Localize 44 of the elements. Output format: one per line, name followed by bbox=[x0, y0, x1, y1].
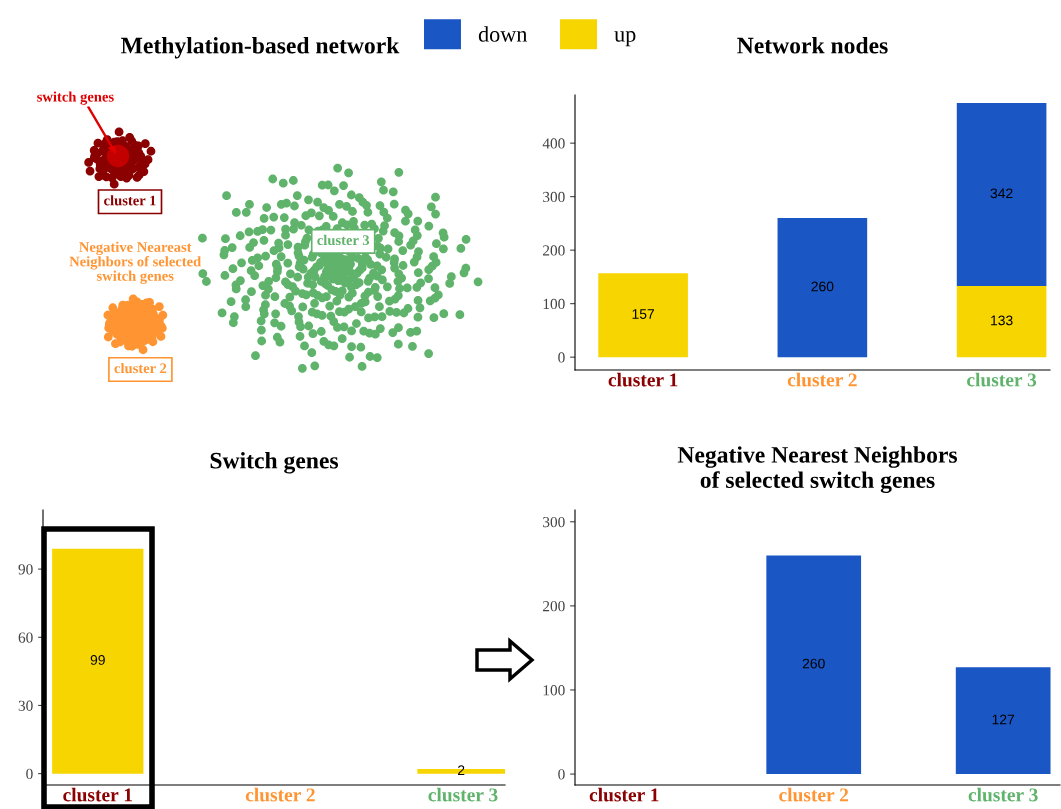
chart-title: Switch genes bbox=[210, 451, 339, 474]
text: Negative Neareast Neighbors of selected switch genes bbox=[69, 241, 202, 284]
x-tick-label: cluster 2 bbox=[779, 787, 849, 802]
y-tick-label: 400 bbox=[542, 138, 565, 149]
bar bbox=[598, 273, 688, 358]
data-label: 260 bbox=[811, 281, 834, 292]
y-tick-label: 60 bbox=[18, 632, 33, 643]
x-tick-label: cluster 2 bbox=[787, 372, 857, 387]
data-label: 133 bbox=[991, 315, 1013, 326]
x-tick-label: cluster 1 bbox=[608, 372, 678, 387]
text: switch genes bbox=[37, 91, 114, 105]
bar bbox=[777, 218, 868, 358]
text: cluster 3 bbox=[317, 234, 370, 246]
data-label: 342 bbox=[990, 188, 1013, 199]
x-tick-label: cluster 2 bbox=[245, 787, 315, 802]
chart-title: Network nodes bbox=[737, 36, 888, 54]
data-label: 260 bbox=[802, 658, 825, 669]
bar bbox=[956, 103, 1047, 286]
y-tick-label: 0 bbox=[558, 352, 565, 363]
y-tick-label: 200 bbox=[543, 245, 565, 256]
x-tick-label: cluster 3 bbox=[967, 372, 1037, 387]
bar bbox=[956, 286, 1047, 358]
text: cluster 2 bbox=[114, 362, 167, 374]
x-tick-label: cluster 3 bbox=[428, 787, 498, 802]
x-tick-label: cluster 1 bbox=[63, 787, 132, 802]
data-label: 127 bbox=[992, 714, 1015, 725]
y-tick-label: 90 bbox=[18, 564, 33, 575]
y-tick-label: 200 bbox=[543, 601, 565, 612]
legend-label: down bbox=[478, 26, 528, 42]
text: Methylation-based network bbox=[121, 36, 400, 59]
y-tick-label: 300 bbox=[543, 191, 565, 203]
y-tick-label: 100 bbox=[543, 298, 565, 310]
data-label: 157 bbox=[632, 309, 654, 319]
y-tick-label: 30 bbox=[18, 700, 33, 711]
y-tick-label: 300 bbox=[543, 516, 565, 528]
chart-title: Negative Nearest Neighbors of selected switch genes bbox=[677, 446, 958, 493]
data-label: 99 bbox=[90, 655, 105, 665]
y-tick-label: 0 bbox=[558, 769, 565, 780]
x-tick-label: cluster 1 bbox=[589, 787, 659, 802]
y-tick-label: 100 bbox=[543, 685, 565, 696]
x-tick-label: cluster 3 bbox=[968, 787, 1038, 802]
text: cluster 1 bbox=[104, 195, 156, 206]
legend-label: up bbox=[614, 31, 636, 47]
y-tick-label: 0 bbox=[26, 768, 33, 780]
